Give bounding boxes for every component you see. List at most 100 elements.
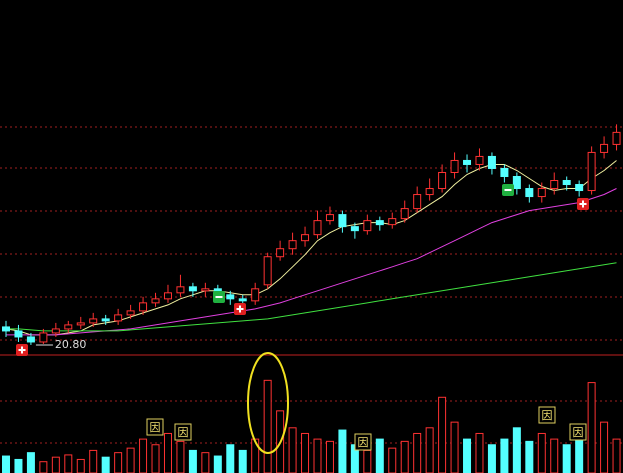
candle-body (413, 194, 422, 210)
volume-flag-box (174, 423, 192, 441)
volume-bar (263, 379, 272, 473)
candle-body (26, 336, 35, 343)
volume-bar (89, 449, 98, 473)
volume-flag: 因 (358, 436, 369, 449)
candle-body (550, 180, 559, 190)
volume-flag-box (569, 423, 587, 441)
candle-body (288, 240, 297, 250)
volume-bar (301, 432, 310, 473)
volume-bar (363, 449, 372, 473)
grid (0, 126, 623, 444)
volume-bar (26, 452, 35, 473)
volume-bar (76, 458, 85, 473)
candle-body (176, 286, 185, 294)
candle-body (512, 175, 521, 190)
volume-bar (213, 455, 222, 473)
volume-bar (226, 444, 235, 473)
volume-bar (238, 449, 247, 473)
volume-flag: 因 (178, 426, 189, 439)
candle-body (101, 318, 110, 322)
volume-bar (487, 444, 496, 473)
volume-bar (388, 447, 397, 473)
candle-body (338, 214, 347, 228)
volume-bar (126, 447, 135, 473)
candle-body (450, 159, 459, 173)
candle-body (39, 332, 48, 343)
candle-body (487, 155, 496, 169)
candle-body (276, 248, 285, 258)
candle-body (350, 226, 359, 232)
volume-bar (163, 432, 172, 473)
candle-body (313, 220, 322, 236)
volume-bar (550, 438, 559, 473)
moving-average (6, 188, 617, 336)
candle-body (188, 286, 197, 292)
volume-bar (450, 421, 459, 473)
volume-bar (500, 438, 509, 473)
volume-bar (587, 382, 596, 473)
volume-bar (51, 456, 60, 473)
candle-body (425, 188, 434, 196)
volume-bar (425, 427, 434, 473)
volume-bar (375, 438, 384, 473)
highlight-ellipse (247, 352, 289, 454)
volume-bar (438, 396, 447, 473)
volume-bar (612, 438, 621, 473)
volume-flag: 因 (573, 426, 584, 439)
volume-bar (101, 456, 110, 473)
volume-bar (2, 455, 10, 473)
volume-bar (313, 438, 322, 473)
volume-bar (338, 429, 347, 473)
volume-bar (201, 452, 210, 473)
candle-body (64, 324, 73, 330)
volume-bar (562, 444, 571, 473)
volume-bar (288, 427, 297, 473)
candle-body (238, 298, 247, 302)
volume-flag-box (538, 406, 556, 424)
volume-bar (139, 438, 148, 473)
candle-body (600, 143, 609, 153)
candle-body (263, 256, 272, 286)
low-annotation: 20.80 (55, 338, 87, 351)
candle-body (587, 151, 596, 192)
candle-body (14, 330, 23, 338)
volume-bar (475, 432, 484, 473)
volume-bar (114, 452, 123, 473)
volume-bar (463, 438, 472, 473)
volume-bar (512, 427, 521, 473)
candle-body (251, 288, 260, 302)
candle-body (388, 218, 397, 226)
volume-flag: 因 (542, 409, 553, 422)
volume-bar (525, 440, 534, 473)
volume-bar (325, 440, 334, 473)
moving-average (6, 262, 617, 332)
candle-body (325, 214, 334, 222)
candle-body (114, 314, 123, 322)
moving-average (5, 160, 617, 336)
volume-bar (151, 444, 160, 473)
volume-bar (400, 440, 409, 473)
volume-bar (188, 449, 197, 473)
volume-flag-box (354, 433, 372, 451)
candle-body (500, 167, 509, 177)
candle-body (575, 184, 584, 192)
candle-body (363, 220, 372, 232)
candle-body (612, 131, 621, 145)
candle-body (375, 220, 384, 226)
candle-body (139, 302, 148, 312)
volume-flag: 因 (150, 421, 161, 434)
candle-body (151, 298, 160, 304)
volume-bar (600, 421, 609, 473)
candle-body (51, 328, 60, 334)
candle-body (438, 171, 447, 190)
volume-flag-box (146, 418, 164, 436)
candle-body (537, 188, 546, 198)
candle-body (2, 326, 10, 332)
volume-bar (64, 454, 73, 473)
candle-body (226, 294, 235, 300)
candle-body (163, 292, 172, 300)
candle-body (126, 310, 135, 316)
candle-body (475, 155, 484, 165)
candle-body (562, 180, 571, 186)
